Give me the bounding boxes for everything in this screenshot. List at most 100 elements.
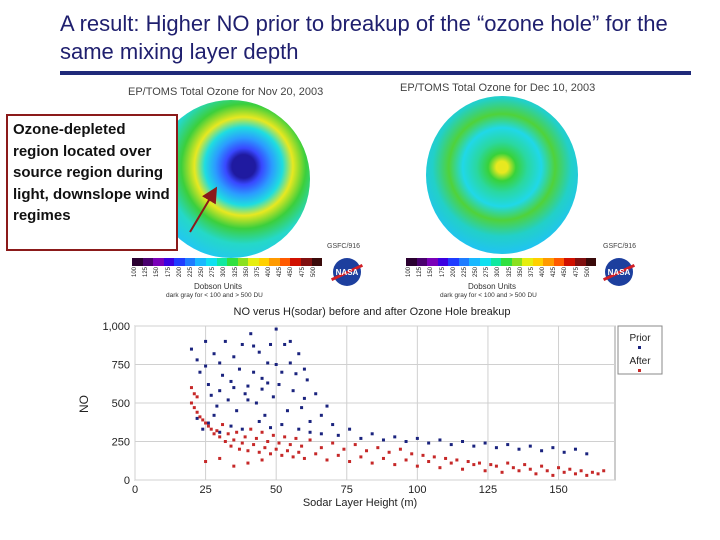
after-point [590,470,594,474]
after-point [410,452,414,456]
prior-point [331,423,335,427]
colorbar-swatch [195,258,206,266]
after-point [573,472,577,476]
after-point [297,450,301,454]
colorbar-swatch [585,258,597,266]
after-point [232,438,236,442]
after-point [602,469,606,473]
nasa-logo-nov: NASA [330,258,364,286]
colorbar-swatch [142,258,154,266]
after-point [381,456,385,460]
after-point [483,469,487,473]
title-divider [60,71,691,75]
prior-point [240,342,244,346]
colorbar-swatch [163,258,175,266]
after-point [308,438,312,442]
legend-prior-label: Prior [629,333,651,344]
prior-point [269,342,273,346]
prior-point [269,426,273,430]
prior-point [551,446,555,450]
prior-point [229,424,233,428]
after-point [243,435,247,439]
prior-point [415,436,419,440]
after-point [545,469,549,473]
nasa-logo-dec: NASA [602,258,636,286]
colorbar-swatch [311,258,323,266]
after-point [189,386,193,390]
after-point [302,456,306,460]
dobson-colorbar-nov [132,258,323,266]
prior-point [221,373,225,377]
after-point [534,472,538,476]
after-point [438,466,442,470]
after-point [421,453,425,457]
after-point [579,469,583,473]
y-axis-label: NO [77,395,91,413]
after-point [249,427,253,431]
dobson-units-label-nov: Dobson Units [194,282,243,291]
after-point [325,458,329,462]
colorbar-swatch [416,258,428,266]
colorbar-swatch [490,258,502,266]
prior-point [237,367,241,371]
prior-point [223,339,227,343]
colorbar-swatch [290,258,301,266]
after-point [466,460,470,464]
prior-point [517,447,521,451]
after-point [260,458,264,462]
colorbar-swatch [532,258,544,266]
prior-point [283,342,287,346]
prior-point [277,383,281,387]
colorbar-swatch [237,258,249,266]
prior-point [280,370,284,374]
legend-after-label: After [629,356,651,367]
after-point [246,449,250,453]
prior-point [506,443,510,447]
after-point [226,432,230,436]
prior-point [370,432,374,436]
prior-point [257,350,261,354]
prior-point [204,339,208,343]
after-point [246,461,250,465]
after-point [235,430,239,434]
after-point [212,432,216,436]
after-point [294,436,298,440]
colorbar-swatch [258,258,270,266]
y-tick-label: 500 [112,398,130,410]
after-point [319,446,323,450]
prior-point [271,395,275,399]
after-point [283,435,287,439]
after-point [218,435,222,439]
after-point [271,433,275,437]
prior-point [274,327,278,331]
colorbar-swatch [543,258,554,266]
prior-point [288,339,292,343]
prior-point [319,413,323,417]
prior-point [226,398,230,402]
prior-point [438,438,442,442]
prior-point [573,447,577,451]
after-point [353,443,357,447]
after-point [263,446,267,450]
prior-point [314,392,318,396]
after-point [198,415,202,419]
after-point [195,395,199,399]
prior-point [206,421,210,425]
prior-point [359,436,363,440]
prior-point [215,404,219,408]
after-point [237,447,241,451]
after-point [314,452,318,456]
colorbar-swatch [427,258,438,266]
colorbar-swatch [248,258,259,266]
prior-point [260,387,264,391]
after-point [551,473,555,477]
legend-prior-marker [638,346,641,349]
prior-point [427,441,431,445]
after-point [370,461,374,465]
prior-point [249,332,253,336]
after-point [477,461,481,465]
after-point [461,467,465,471]
colorbar-swatch [227,258,238,266]
callout-text: Ozone-depleted region located over sourc… [13,121,170,224]
after-point [291,455,295,459]
